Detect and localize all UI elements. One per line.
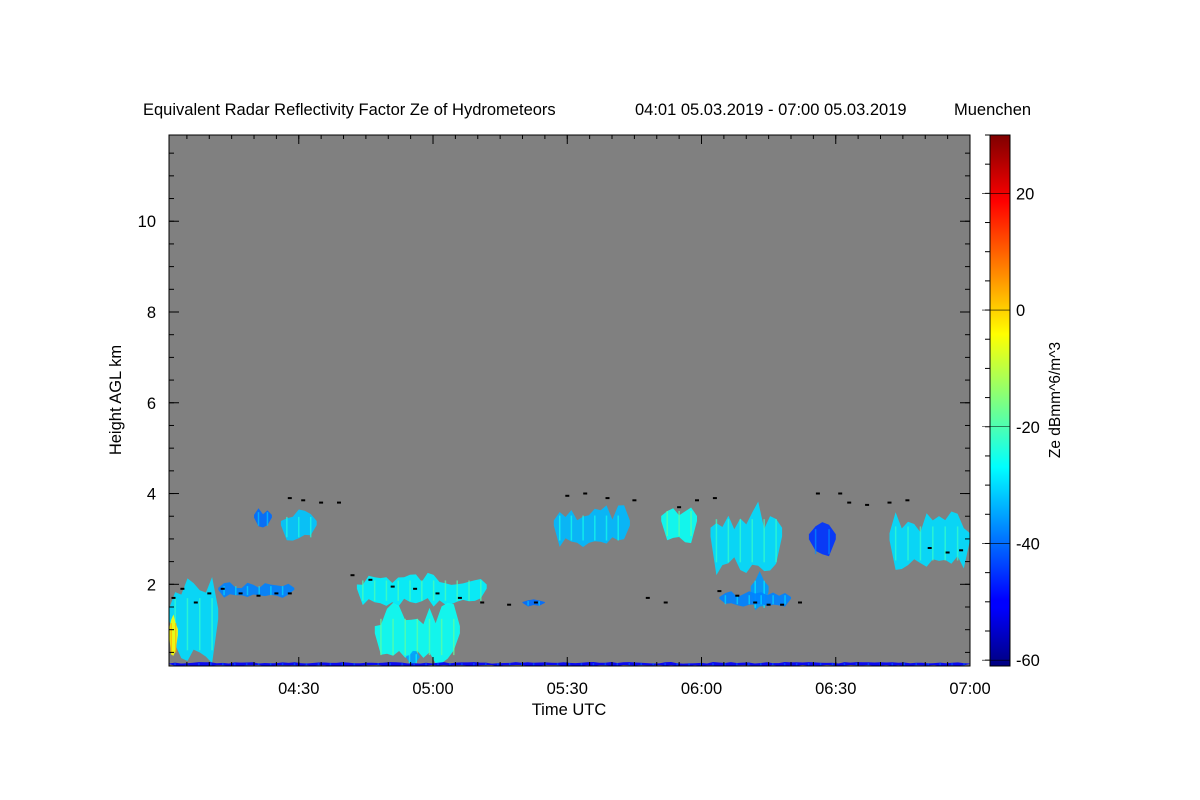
y-axis-label: Height AGL km: [107, 345, 125, 455]
cloud-base-point: [274, 592, 279, 595]
echo-streaks: [286, 516, 312, 538]
colorbar-tick-label: -60: [1016, 652, 1040, 670]
chart-period: 04:01 05.03.2019 - 07:00 05.03.2019: [635, 101, 907, 119]
cloud-base-point: [735, 594, 740, 597]
colorbar-ticks: 20 0 -20 -40 -60: [982, 134, 1040, 670]
echo-streaks: [170, 623, 177, 653]
echo-region: [889, 511, 970, 570]
x-tick-label: 07:00: [949, 680, 990, 698]
cloud-base-point: [815, 492, 820, 495]
cloud-base-point: [583, 492, 588, 495]
cloud-base-point: [207, 592, 212, 595]
cloud-base-point: [632, 499, 637, 502]
x-tick-label: 06:30: [815, 680, 856, 698]
cloud-base-point: [533, 601, 538, 604]
cloud-base-point: [927, 547, 932, 549]
plot-frame: [168, 134, 971, 667]
cloud-base-point: [368, 578, 373, 581]
cloud-base-point: [717, 590, 722, 593]
cloud-base-point: [695, 499, 699, 502]
cloud-base-point: [605, 497, 610, 500]
cloud-base-point: [753, 601, 758, 604]
chart-title: Equivalent Radar Reflectivity Factor Ze …: [143, 101, 556, 119]
echo-streaks: [527, 601, 541, 606]
cloud-base-point: [677, 506, 682, 509]
echo-streaks: [174, 663, 965, 666]
cloud-base-point: [390, 585, 395, 588]
echo-region: [169, 577, 219, 664]
cloud-base-point: [287, 592, 292, 595]
y-tick-label: 8: [147, 304, 156, 322]
echo-streaks: [558, 515, 619, 541]
echo-streaks: [380, 618, 455, 656]
cloud-base-point: [413, 587, 418, 590]
colorbar-tick-label: -20: [1016, 419, 1040, 437]
cloud-base-point: [180, 587, 185, 590]
echo-streaks: [715, 519, 777, 563]
axis-ticks: 04:30 05:00 05:30 06:00 06:30 07:00 2 4 6 8 10: [138, 135, 991, 698]
colorbar-tick-label: 20: [1016, 185, 1034, 203]
cloud-base-point: [350, 574, 355, 577]
x-tick-label: 05:00: [412, 680, 453, 698]
y-tick-label: 6: [147, 395, 156, 413]
cloud-base-point: [766, 603, 771, 606]
echo-streaks: [362, 580, 482, 601]
cloud-base-point: [663, 601, 668, 604]
echo-streaks: [223, 586, 284, 596]
x-tick-label: 04:30: [278, 680, 319, 698]
cloud-base-point: [193, 601, 198, 604]
cloud-base-point: [319, 501, 324, 504]
cloud-base-point: [565, 494, 570, 497]
y-tick-label: 4: [147, 486, 156, 504]
cloud-base-point: [959, 549, 964, 552]
echo-streaks: [814, 529, 830, 555]
cloud-base-point: [256, 594, 261, 597]
cloud-base-point: [457, 596, 462, 599]
cloud-base-point: [238, 592, 243, 595]
cloud-base-point: [780, 603, 785, 606]
cloud-base-point: [945, 551, 950, 554]
x-axis-label: Time UTC: [532, 701, 607, 719]
cloud-base-point: [798, 601, 802, 604]
chart-location: Muenchen: [954, 101, 1031, 119]
cloud-base-point: [645, 596, 650, 599]
echo-streaks: [894, 526, 959, 561]
cloud-base-point: [865, 503, 870, 506]
echo-streaks: [724, 595, 786, 605]
echo-streaks: [408, 654, 417, 664]
plot-background: [169, 135, 970, 666]
plot-area: [168, 134, 971, 667]
cloud-base-point: [838, 492, 843, 495]
cloud-base-point: [171, 596, 176, 599]
y-tick-label: 10: [138, 213, 156, 231]
cloud-base-point: [337, 501, 341, 504]
cloud-base-point: [301, 499, 306, 502]
cloud-base-point: [287, 497, 292, 500]
colorbar-tick-label: -40: [1016, 535, 1040, 553]
cloud-base-point: [480, 601, 485, 604]
x-tick-label: 05:30: [547, 680, 588, 698]
colorbar: [989, 134, 1011, 667]
echo-region: [553, 505, 630, 547]
cloud-base-point: [847, 501, 852, 504]
cloud-base-point: [905, 499, 910, 502]
cloud-base-point: [507, 603, 512, 606]
colorbar-tick-label: 0: [1016, 302, 1025, 320]
echo-streaks: [666, 511, 692, 536]
cloud-base-point: [220, 587, 225, 590]
cloud-base-point: [712, 497, 717, 500]
cloud-base-point: [435, 592, 440, 595]
echo-streaks: [257, 512, 269, 526]
y-tick-label: 2: [147, 576, 156, 594]
x-tick-label: 06:00: [681, 680, 722, 698]
cloud-base-point: [887, 501, 892, 504]
colorbar-label: Ze dBmm^6/m^3: [1047, 342, 1064, 458]
cloud-base-layer: [171, 492, 964, 606]
